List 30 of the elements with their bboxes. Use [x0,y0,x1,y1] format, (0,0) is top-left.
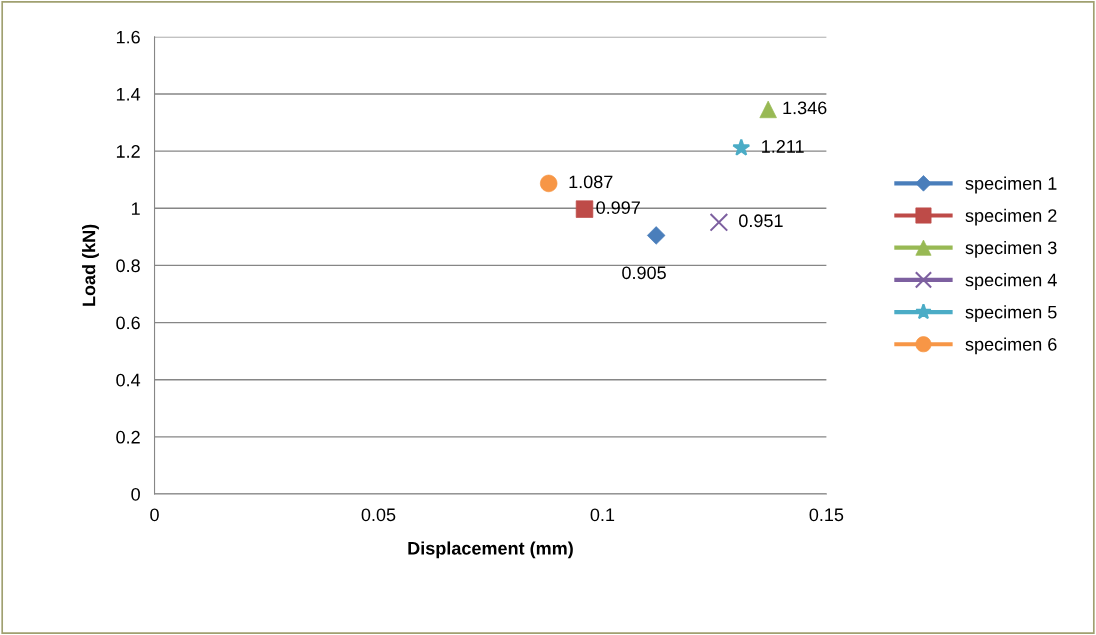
y-tick-label: 0 [131,487,140,501]
data-label: 1.346 [783,101,827,115]
y-axis-title: Load (kN) [82,224,99,306]
data-label: 1.087 [569,175,613,189]
data-label: 0.951 [739,214,783,228]
legend-label: specimen 2 [965,208,1057,226]
legend-label: specimen 1 [965,176,1057,194]
data-label: 1.211 [762,140,804,153]
y-tick-label: 1.6 [116,30,140,44]
x-tick-label: 0.05 [361,508,396,522]
data-label: 0.905 [622,266,666,280]
legend-label: specimen 6 [965,337,1057,355]
legend-label: specimen 5 [965,305,1057,323]
data-label: 0.997 [596,201,640,214]
legend-label: specimen 3 [965,240,1057,258]
point [646,226,666,245]
y-tick-label: 0.8 [116,259,140,273]
x-axis-title: Displacement (mm) [408,541,573,559]
y-tick-label: 0.2 [116,430,140,444]
x-tick-label: 0.15 [809,508,844,522]
y-tick-label: 1.2 [116,145,140,158]
point [732,138,751,156]
x-tick-label: 0.1 [590,508,615,522]
y-tick-label: 0.4 [116,373,141,387]
y-tick-label: 0.6 [116,316,140,330]
point [709,212,729,232]
legend-label: specimen 4 [965,273,1057,290]
y-tick-label: 1 [131,202,140,215]
x-tick-label: 0 [150,508,159,522]
y-tick-label: 1.4 [116,88,141,101]
